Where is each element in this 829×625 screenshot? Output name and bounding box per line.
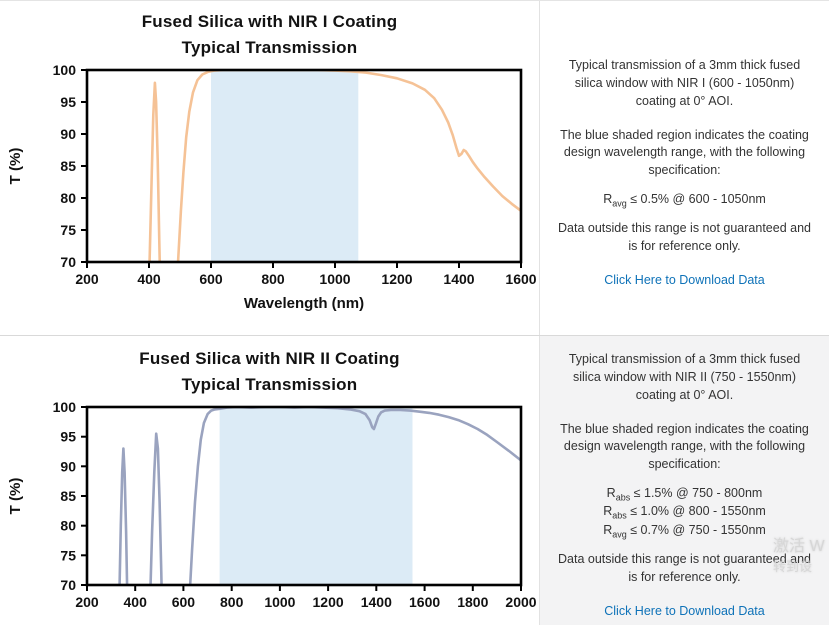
- x-tick-label: 1000: [319, 271, 350, 287]
- nir2-title-line2: Typical Transmission: [181, 375, 358, 395]
- transmission-curve: [148, 69, 521, 262]
- x-tick-label: 1200: [381, 271, 412, 287]
- y-tick-label: 75: [60, 222, 76, 238]
- nir1-download-data-link[interactable]: Click Here to Download Data: [604, 272, 765, 287]
- nir1-spec-list: Ravg ≤ 0.5% @ 600 - 1050nm: [603, 190, 766, 211]
- nir2-title-line1: Fused Silica with NIR II Coating: [139, 349, 400, 368]
- y-tick-label: 85: [60, 158, 76, 174]
- nir2-download-data-link[interactable]: Click Here to Download Data: [604, 603, 765, 618]
- nir2-shaded-region-note: The blue shaded region indicates the coa…: [560, 421, 809, 472]
- y-tick-label: 85: [60, 488, 76, 504]
- y-tick-label: 80: [60, 190, 76, 206]
- y-tick-label: 100: [53, 401, 77, 415]
- y-tick-label: 80: [60, 517, 76, 533]
- nir2-section: Fused Silica with NIR II Coating Typical…: [0, 336, 829, 625]
- nir2-disclaimer: Data outside this range is not guarantee…: [558, 552, 811, 584]
- x-tick-label: 1200: [313, 594, 344, 610]
- x-tick-label: 400: [137, 271, 161, 287]
- spec-line: Ravg ≤ 0.7% @ 750 - 1550nm: [603, 522, 766, 540]
- design-wavelength-band: [211, 69, 359, 262]
- y-axis-label: T (%): [7, 147, 24, 184]
- y-tick-label: 90: [60, 126, 76, 142]
- x-tick-label: 400: [124, 594, 148, 610]
- x-tick-label: 1800: [457, 594, 488, 610]
- x-tick-label: 1600: [409, 594, 440, 610]
- nir2-description-panel: Typical transmission of a 3mm thick fuse…: [540, 336, 829, 625]
- nir1-title-line1: Fused Silica with NIR I Coating: [141, 12, 398, 31]
- x-tick-label: 800: [220, 594, 244, 610]
- x-tick-label: 1400: [361, 594, 392, 610]
- nir2-chart-column: Fused Silica with NIR II Coating Typical…: [0, 336, 540, 625]
- spec-line: Rabs ≤ 1.5% @ 750 - 800nm: [606, 485, 763, 503]
- y-tick-label: 70: [60, 254, 76, 270]
- nir1-chart-column: Fused Silica with NIR I Coating Typical …: [0, 1, 540, 335]
- spec-line: Ravg ≤ 0.5% @ 600 - 1050nm: [603, 191, 766, 209]
- x-tick-label: 1400: [443, 271, 474, 287]
- x-axis-label: Wavelength (nm): [244, 295, 364, 312]
- x-tick-label: 800: [261, 271, 285, 287]
- x-tick-label: 200: [75, 594, 99, 610]
- nir1-description: Typical transmission of a 3mm thick fuse…: [568, 58, 801, 108]
- x-tick-label: 600: [172, 594, 196, 610]
- nir1-chart-title: Fused Silica with NIR I Coating Typical …: [0, 1, 539, 62]
- nir1-section: Fused Silica with NIR I Coating Typical …: [0, 0, 829, 336]
- nir2-description: Typical transmission of a 3mm thick fuse…: [568, 352, 801, 402]
- nir1-description-panel: Typical transmission of a 3mm thick fuse…: [540, 1, 829, 335]
- y-tick-label: 100: [53, 64, 77, 78]
- x-tick-label: 1000: [264, 594, 295, 610]
- nir1-disclaimer: Data outside this range is not guarantee…: [558, 221, 811, 253]
- nir2-spec-list: Rabs ≤ 1.5% @ 750 - 800nm Rabs ≤ 1.0% @ 8…: [603, 484, 766, 542]
- x-tick-label: 200: [75, 271, 99, 287]
- design-wavelength-band: [219, 406, 413, 585]
- spec-line: Rabs ≤ 1.0% @ 800 - 1550nm: [603, 504, 766, 521]
- x-tick-label: 2000: [505, 594, 536, 610]
- y-tick-label: 95: [60, 94, 76, 110]
- x-tick-label: 1600: [505, 271, 536, 287]
- x-tick-label: 600: [199, 271, 223, 287]
- nir2-transmission-chart: 200 400 600 800 1000 1200 1400 1600 1800 2000 100 9…: [7, 401, 537, 610]
- nir1-title-line2: Typical Transmission: [181, 38, 358, 58]
- y-tick-label: 75: [60, 547, 76, 563]
- y-tick-label: 90: [60, 458, 76, 474]
- nir2-chart-title: Fused Silica with NIR II Coating Typical…: [0, 336, 539, 399]
- nir1-transmission-chart: 200 400 600 800 1000 1200 1400 1600 100 95 90 85 80 7…: [7, 64, 537, 312]
- y-axis-label: T (%): [7, 477, 24, 514]
- y-tick-label: 95: [60, 428, 76, 444]
- y-tick-label: 70: [60, 577, 76, 593]
- nir1-shaded-region-note: The blue shaded region indicates the coa…: [560, 127, 809, 178]
